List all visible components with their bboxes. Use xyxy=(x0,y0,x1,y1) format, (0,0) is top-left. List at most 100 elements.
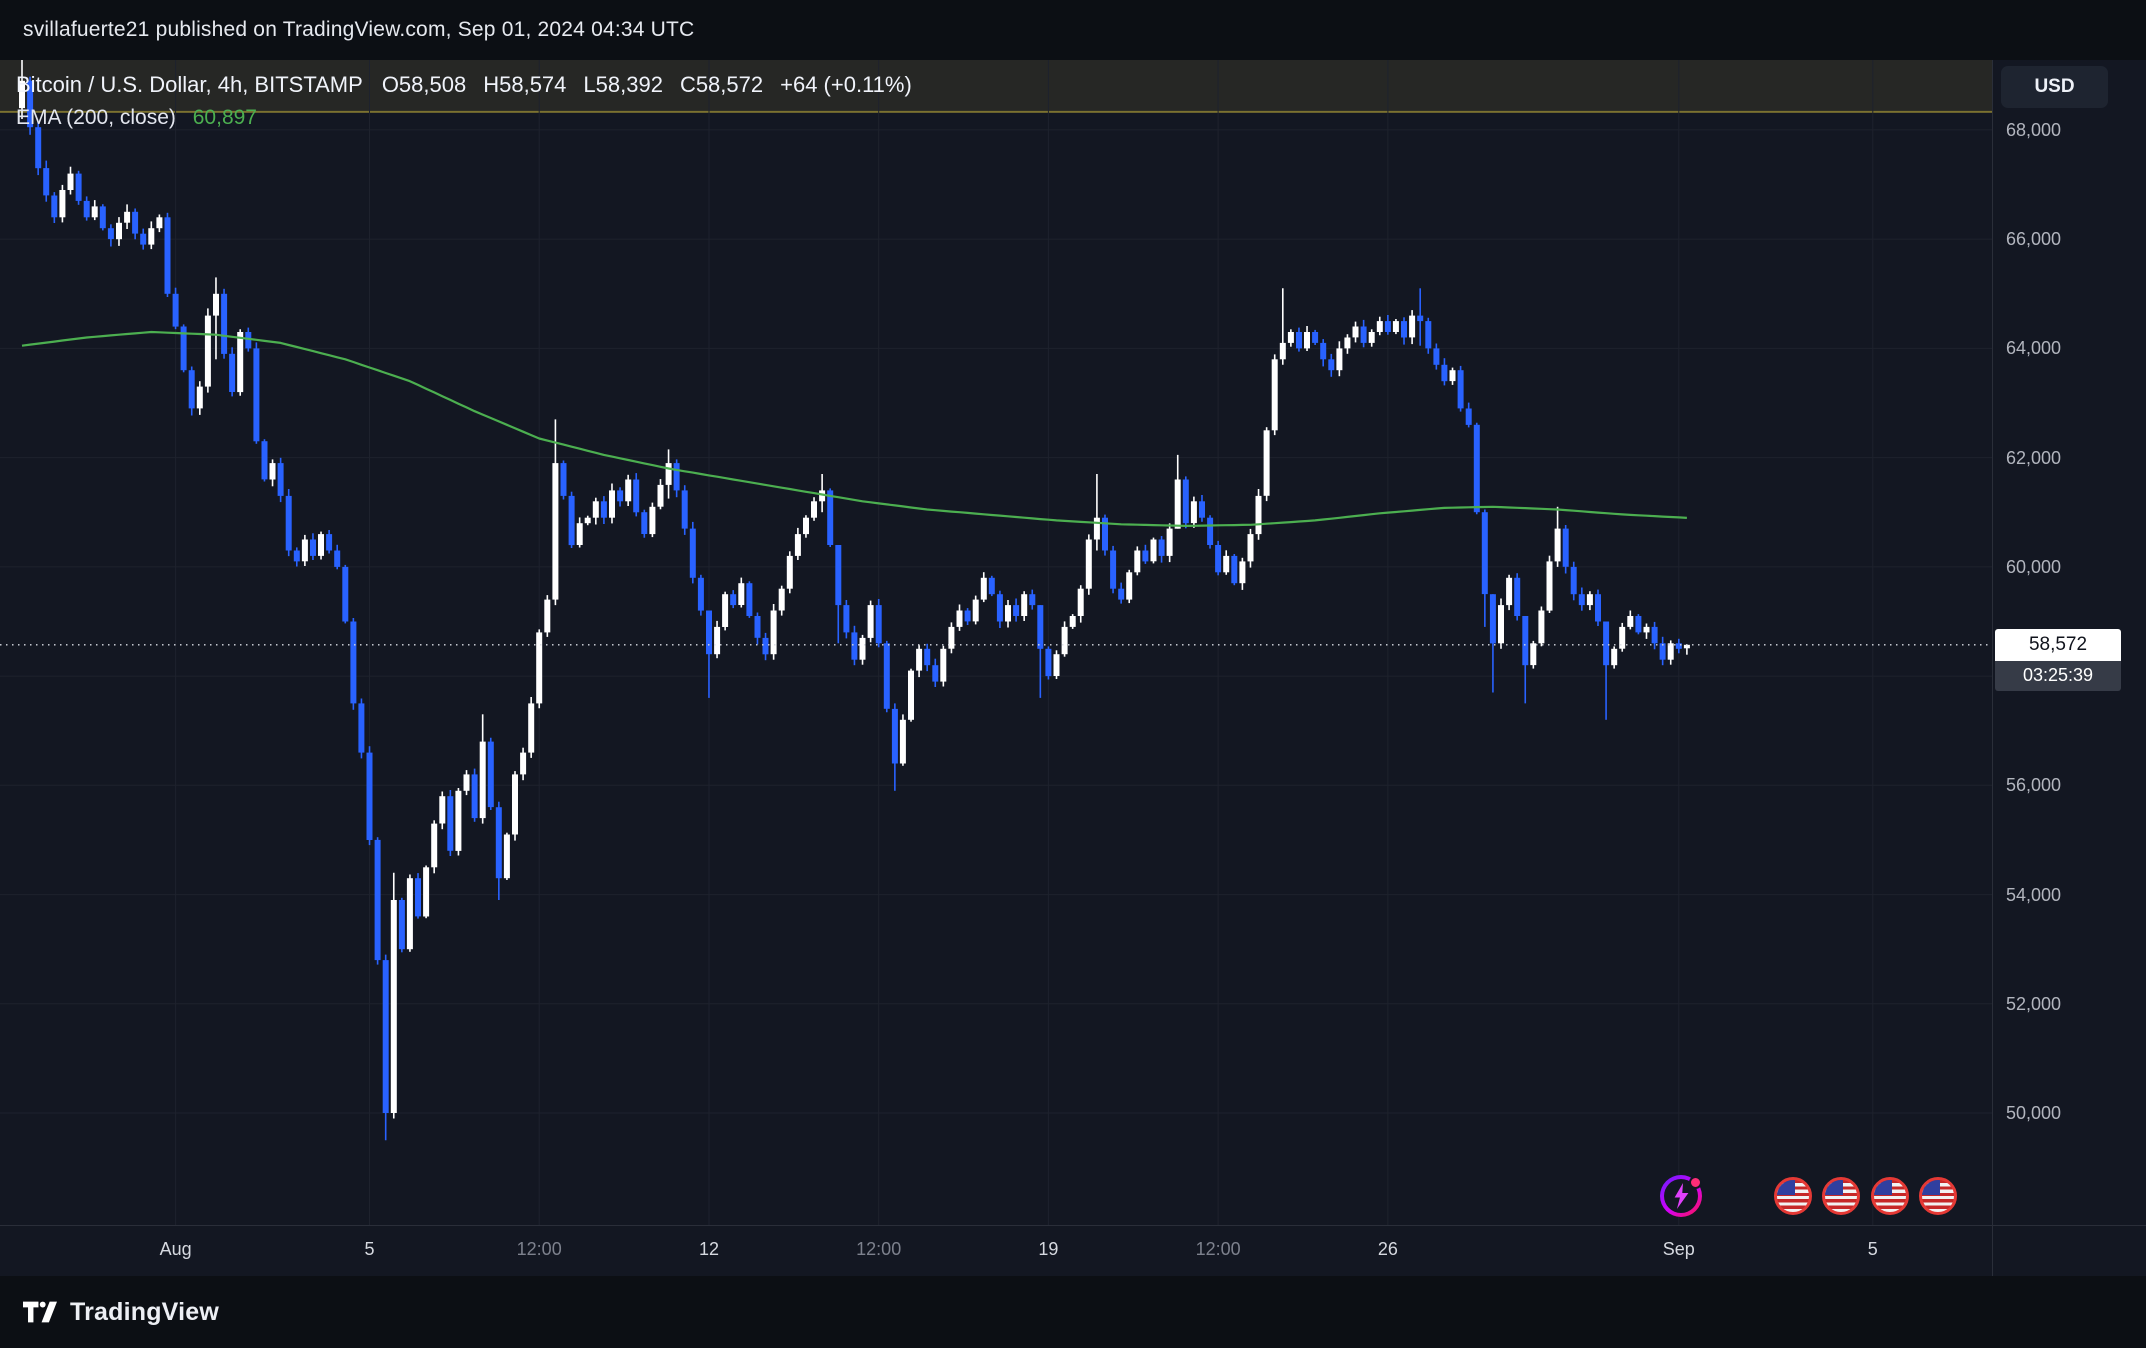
publish-text: svillafuerte21 published on TradingView.… xyxy=(23,18,695,41)
candle xyxy=(948,622,955,654)
candle xyxy=(1643,623,1650,639)
candle xyxy=(1376,316,1383,336)
candle xyxy=(996,590,1003,628)
candle xyxy=(1554,506,1561,567)
candle xyxy=(584,515,591,526)
candle xyxy=(431,820,438,874)
us-flag-icon[interactable] xyxy=(1774,1177,1812,1215)
candle xyxy=(528,697,535,758)
candle xyxy=(1215,540,1222,576)
us-flag-icon[interactable] xyxy=(1919,1177,1957,1215)
price-axis-label: 62,000 xyxy=(2006,447,2062,468)
candle xyxy=(859,634,866,665)
candle xyxy=(99,204,106,231)
candle xyxy=(730,590,737,609)
axis-separator xyxy=(1992,60,1993,1276)
price-axis-label: 54,000 xyxy=(2006,884,2062,905)
candle xyxy=(67,166,74,195)
candle xyxy=(204,308,211,393)
candle xyxy=(1045,646,1052,680)
candle xyxy=(27,76,34,135)
candle xyxy=(697,574,704,616)
time-axis-label: 5 xyxy=(364,1239,375,1259)
candle xyxy=(778,585,785,616)
candle xyxy=(1150,537,1157,564)
candle xyxy=(665,449,672,499)
current-price-tag: 58,572 03:25:39 xyxy=(1995,628,2121,691)
candle xyxy=(1255,489,1262,540)
candle xyxy=(1093,474,1100,551)
candle xyxy=(1142,544,1149,564)
candle xyxy=(827,488,834,547)
price-axis-label: 66,000 xyxy=(2006,229,2062,250)
candle xyxy=(1190,496,1197,528)
chart-pane[interactable]: Bitcoin / U.S. Dollar, 4h, BITSTAMP O58,… xyxy=(0,60,1992,1225)
candle xyxy=(398,897,405,953)
candle xyxy=(382,954,389,1141)
chart-canvas[interactable] xyxy=(0,60,1992,1225)
candle xyxy=(1481,509,1488,627)
candle xyxy=(1126,569,1133,604)
candle xyxy=(19,60,25,119)
candle xyxy=(107,224,114,247)
candle xyxy=(318,531,324,560)
candle xyxy=(83,196,90,221)
candle xyxy=(1029,589,1036,610)
tradingview-brand-text[interactable]: TradingView xyxy=(70,1297,220,1326)
candle xyxy=(293,547,300,567)
ema-line[interactable] xyxy=(21,330,1687,527)
candle xyxy=(180,324,187,373)
candle xyxy=(746,581,753,618)
candle xyxy=(1619,622,1626,652)
candle xyxy=(1530,640,1537,669)
candle xyxy=(1231,554,1238,586)
candles-layer xyxy=(19,60,1690,1141)
candle xyxy=(512,771,518,841)
candle xyxy=(463,770,470,796)
candle xyxy=(980,572,987,603)
candle xyxy=(835,545,842,644)
candle xyxy=(277,457,284,503)
candle xyxy=(406,874,413,952)
candle xyxy=(1514,573,1521,621)
candle xyxy=(1457,365,1464,412)
candle xyxy=(754,612,761,645)
currency-toggle-button[interactable]: USD xyxy=(2001,66,2108,108)
candle xyxy=(229,347,236,397)
candle xyxy=(899,714,906,766)
candle xyxy=(366,746,373,846)
candle xyxy=(568,491,575,548)
candle xyxy=(310,533,316,560)
candle xyxy=(891,703,898,791)
candle xyxy=(875,599,882,648)
us-flag-icon[interactable] xyxy=(1871,1177,1909,1215)
candle xyxy=(326,530,333,554)
candle xyxy=(1683,644,1690,655)
time-axis[interactable]: Aug 5 12:00 12 12:00 19 12:00 26 Sep 5 xyxy=(0,1225,2146,1276)
candle xyxy=(1352,321,1359,343)
time-axis-label: 19 xyxy=(1038,1239,1059,1259)
candle xyxy=(592,497,599,525)
candle xyxy=(883,640,890,713)
candle xyxy=(1061,621,1068,657)
candle xyxy=(609,483,615,524)
highlight-band[interactable] xyxy=(0,60,1992,113)
candle xyxy=(1328,353,1335,377)
candle xyxy=(1522,616,1529,704)
candle xyxy=(1433,343,1440,370)
price-axis[interactable]: USD 68,000 66,000 64,000 62,000 60,000 56,000… xyxy=(1993,60,2146,1225)
candle xyxy=(1595,589,1601,626)
candle xyxy=(221,288,228,359)
candle xyxy=(633,473,640,517)
candle xyxy=(132,208,139,240)
candle xyxy=(1546,555,1553,613)
time-axis-label: 12:00 xyxy=(856,1239,902,1259)
candle xyxy=(1296,327,1302,352)
candle xyxy=(124,204,131,229)
candle xyxy=(649,502,656,538)
idea-lightning-icon[interactable] xyxy=(1660,1175,1702,1217)
chart-markers-row xyxy=(0,60,1992,1225)
tradingview-logo-icon[interactable] xyxy=(23,1301,57,1323)
us-flag-icon[interactable] xyxy=(1822,1177,1860,1215)
candle xyxy=(1118,582,1125,604)
